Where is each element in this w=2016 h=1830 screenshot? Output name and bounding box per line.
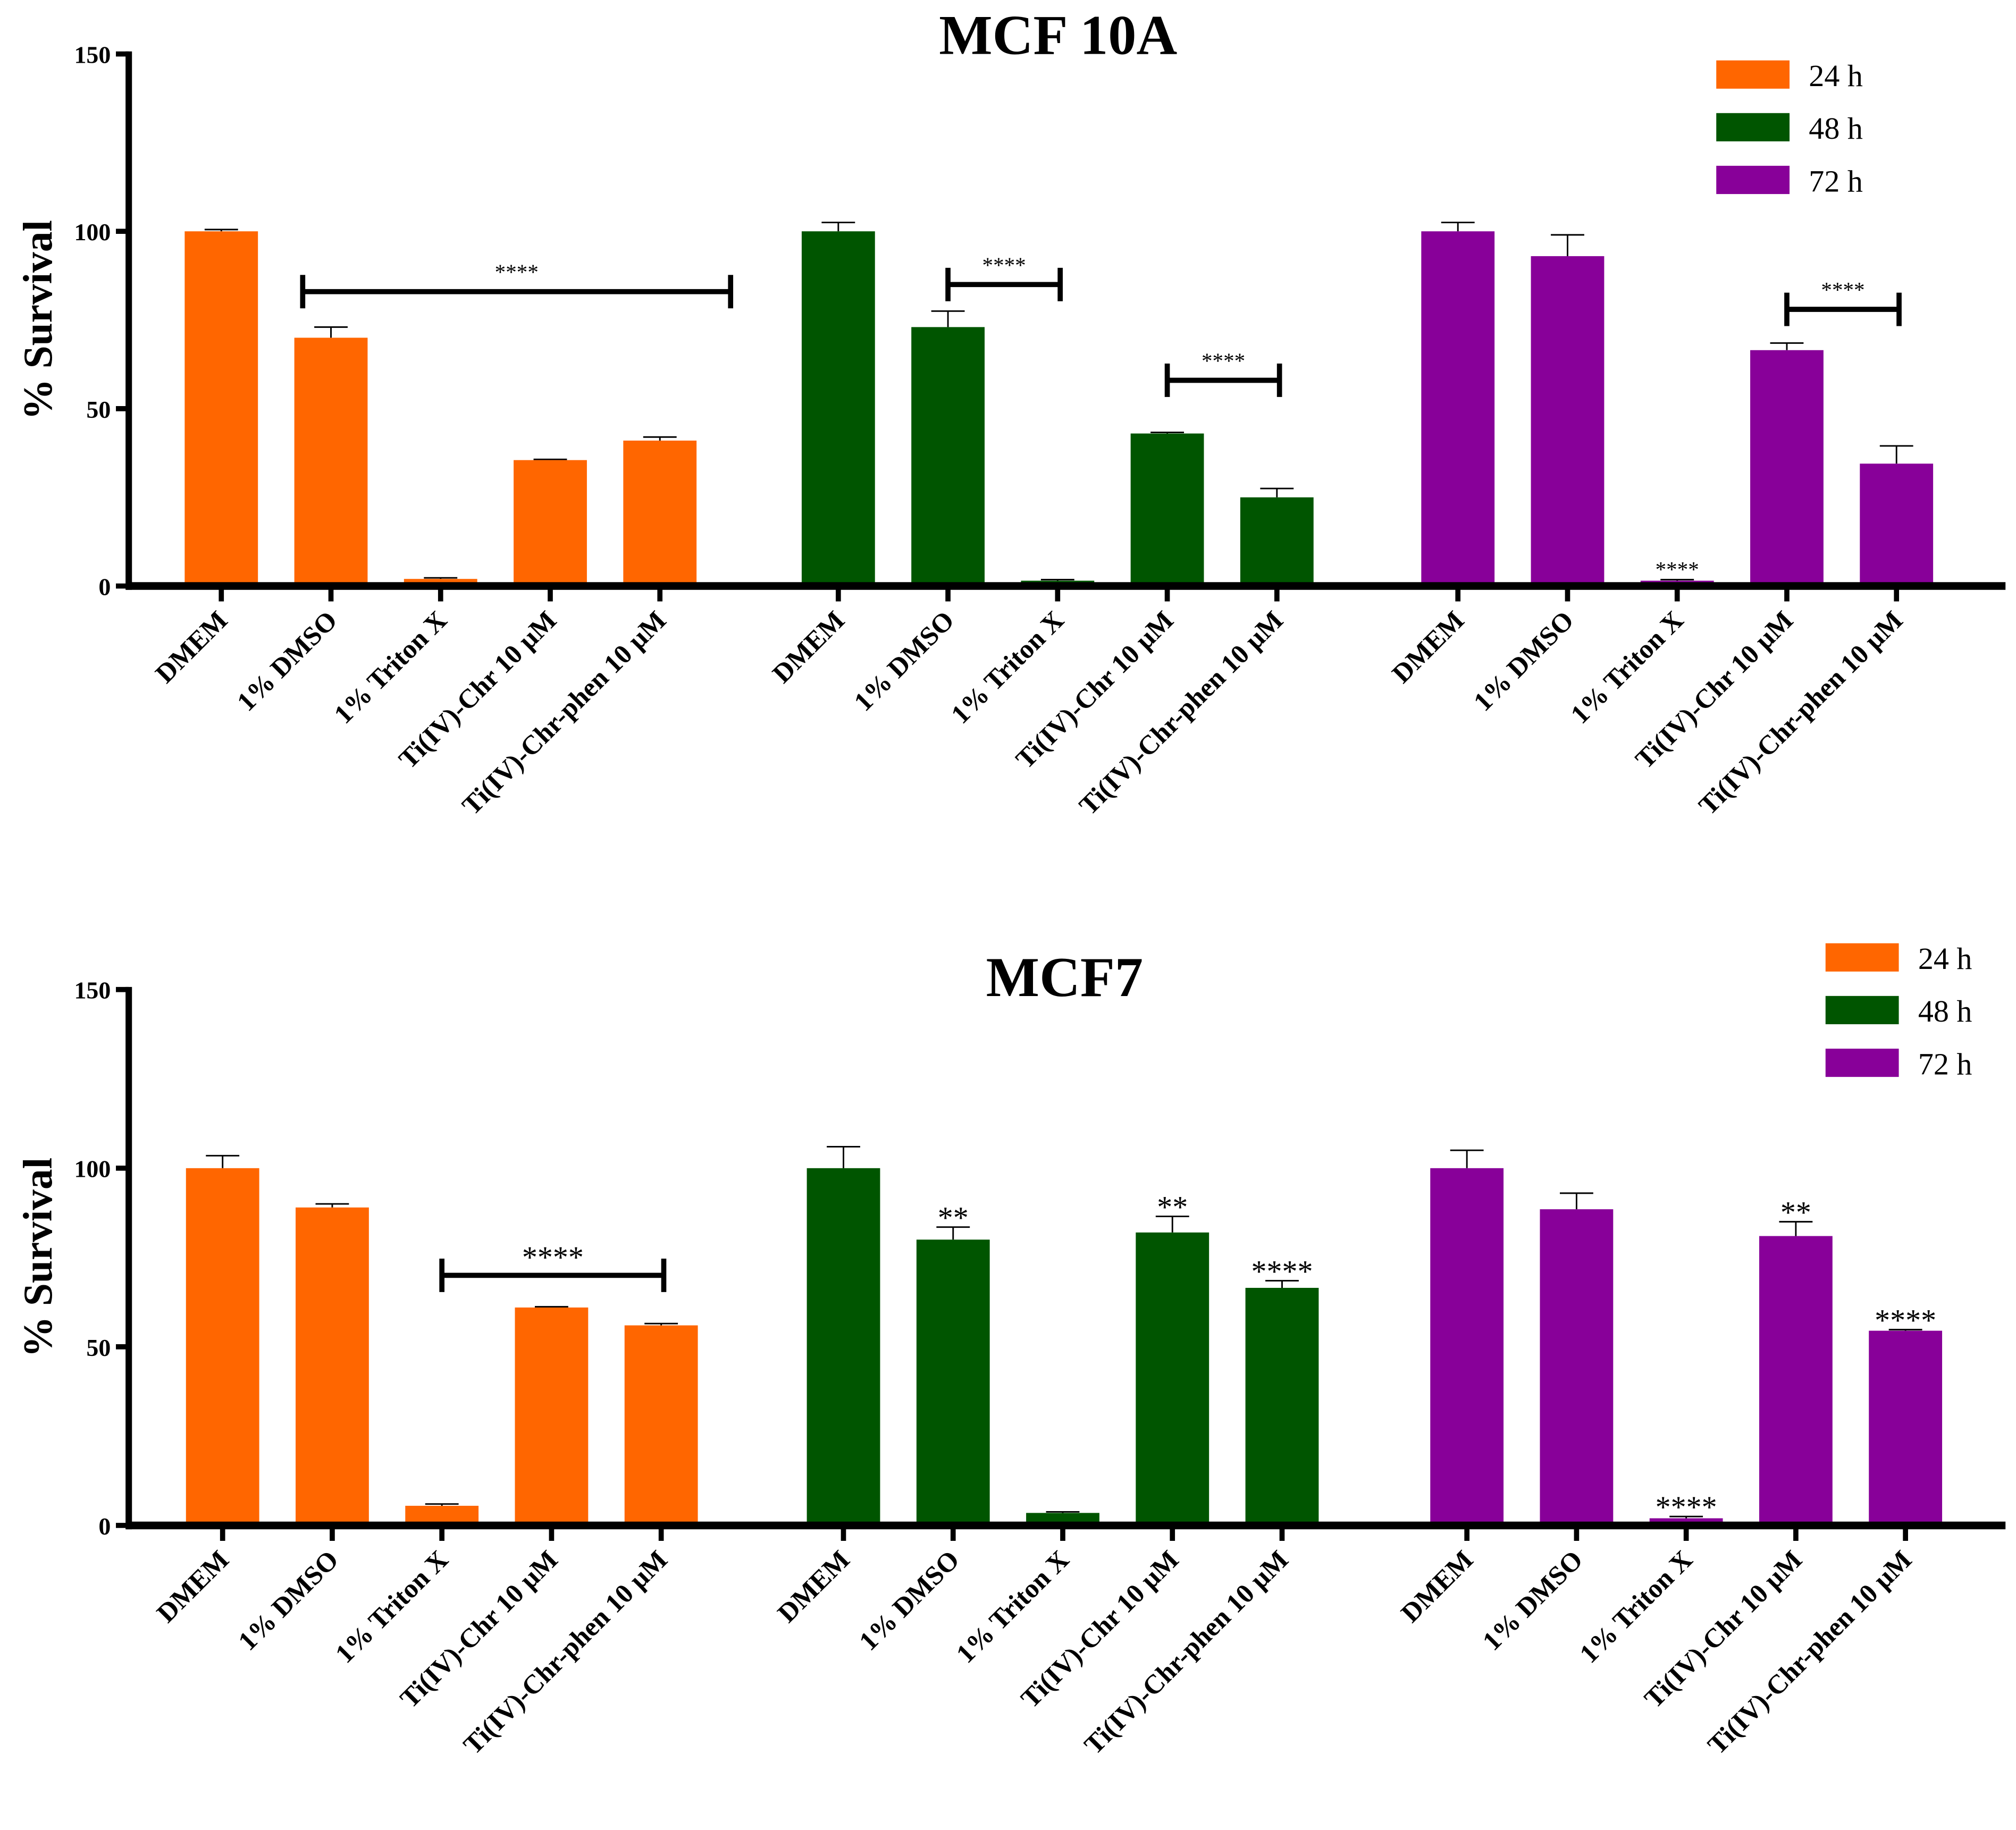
x-tick-label: DMEM	[772, 1545, 855, 1628]
significance-label: **	[938, 1201, 969, 1235]
y-tick-label: 100	[74, 218, 111, 246]
y-tick-label: 50	[86, 1334, 111, 1361]
bar-72h-1	[1421, 231, 1495, 586]
x-tick-label: DMEM	[1386, 605, 1469, 688]
legend-swatch	[1825, 943, 1899, 972]
y-tick-label: 0	[98, 573, 111, 600]
x-tick-label: DMEM	[151, 1545, 234, 1628]
bar-48h-2	[911, 327, 985, 586]
bar-24h-5	[624, 1325, 698, 1525]
x-tick-label: 1% DMSO	[232, 1545, 344, 1656]
legend-label: 48 h	[1918, 994, 1972, 1028]
legend-label: 72 h	[1918, 1047, 1972, 1081]
bar-72h-2	[1531, 256, 1605, 586]
bar-72h-5	[1860, 463, 1934, 586]
significance-label: ****	[1251, 1254, 1313, 1288]
bar-48h-4	[1136, 1232, 1209, 1525]
x-tick-label: 1% DMSO	[1477, 1545, 1589, 1656]
significance-label: ****	[495, 260, 539, 284]
bar-72h-2	[1540, 1209, 1614, 1525]
x-tick-label: Ti(IV)-Chr-phen 10 µM	[458, 1545, 673, 1760]
legend-swatch	[1825, 996, 1899, 1025]
x-tick-label: 1% Triton X	[1565, 605, 1689, 729]
x-tick-label: DMEM	[149, 605, 233, 688]
y-tick-label: 0	[98, 1513, 111, 1540]
bar-48h-5	[1245, 1287, 1319, 1525]
bar-72h-4	[1750, 350, 1824, 586]
x-tick-label: Ti(IV)-Chr-phen 10 µM	[456, 605, 671, 820]
chart-title: MCF 10A	[939, 4, 1177, 67]
legend-swatch	[1825, 1048, 1899, 1077]
legend-swatch	[1716, 60, 1790, 89]
x-tick-label: Ti(IV)-Chr-phen 10 µM	[1078, 1545, 1293, 1760]
bar-24h-5	[623, 440, 697, 586]
x-tick-label: DMEM	[767, 605, 850, 688]
y-tick-label: 100	[74, 1156, 111, 1183]
legend-swatch	[1716, 113, 1790, 141]
bar-72h-1	[1430, 1168, 1504, 1525]
y-tick-label: 150	[74, 977, 111, 1004]
x-tick-label: Ti(IV)-Chr-phen 10 µM	[1073, 605, 1289, 820]
bar-48h-5	[1240, 497, 1314, 586]
significance-label: ****	[1821, 277, 1864, 302]
significance-label: ****	[982, 252, 1026, 277]
chart-title: MCF7	[986, 946, 1143, 1009]
bar-48h-2	[916, 1239, 990, 1525]
y-tick-label: 150	[74, 41, 111, 68]
bar-72h-4	[1759, 1236, 1833, 1525]
x-tick-label: Ti(IV)-Chr-phen 10 µM	[1693, 605, 1908, 820]
bar-48h-1	[807, 1168, 880, 1525]
bar-24h-2	[294, 338, 368, 586]
legend-label: 24 h	[1809, 58, 1863, 93]
x-tick-label: 1% Triton X	[330, 1545, 454, 1669]
legend-label: 24 h	[1918, 941, 1972, 976]
significance-label: **	[1157, 1190, 1188, 1224]
y-axis-label: % Survival	[15, 220, 61, 420]
x-tick-label: 1% DMSO	[1468, 605, 1580, 716]
significance-label: ****	[1875, 1303, 1936, 1338]
x-tick-label: 1% Triton X	[945, 605, 1070, 729]
x-tick-label: 1% DMSO	[231, 605, 343, 716]
y-tick-label: 50	[86, 396, 111, 423]
x-tick-label: DMEM	[1395, 1545, 1479, 1628]
bar-24h-2	[296, 1207, 369, 1525]
legend-label: 48 h	[1809, 111, 1863, 146]
x-tick-label: 1% DMSO	[853, 1545, 965, 1656]
bar-24h-1	[186, 1168, 259, 1525]
bar-48h-1	[801, 231, 875, 586]
y-axis-label: % Survival	[15, 1158, 61, 1357]
bar-24h-4	[514, 460, 587, 586]
bar-72h-5	[1869, 1330, 1943, 1525]
bar-24h-4	[515, 1307, 589, 1525]
significance-label: ****	[522, 1240, 584, 1275]
bar-24h-1	[184, 231, 258, 586]
significance-label: ****	[1656, 557, 1699, 581]
x-tick-label: 1% Triton X	[1574, 1545, 1698, 1669]
x-tick-label: 1% Triton X	[328, 605, 452, 729]
significance-label: **	[1780, 1195, 1811, 1230]
bar-48h-4	[1130, 433, 1204, 586]
significance-label: ****	[1202, 349, 1245, 373]
x-tick-label: 1% DMSO	[848, 605, 960, 716]
legend-swatch	[1716, 165, 1790, 195]
x-tick-label: Ti(IV)-Chr-phen 10 µM	[1702, 1545, 1917, 1760]
x-tick-label: 1% Triton X	[951, 1545, 1075, 1669]
legend-label: 72 h	[1809, 164, 1863, 198]
significance-label: ****	[1656, 1490, 1717, 1524]
